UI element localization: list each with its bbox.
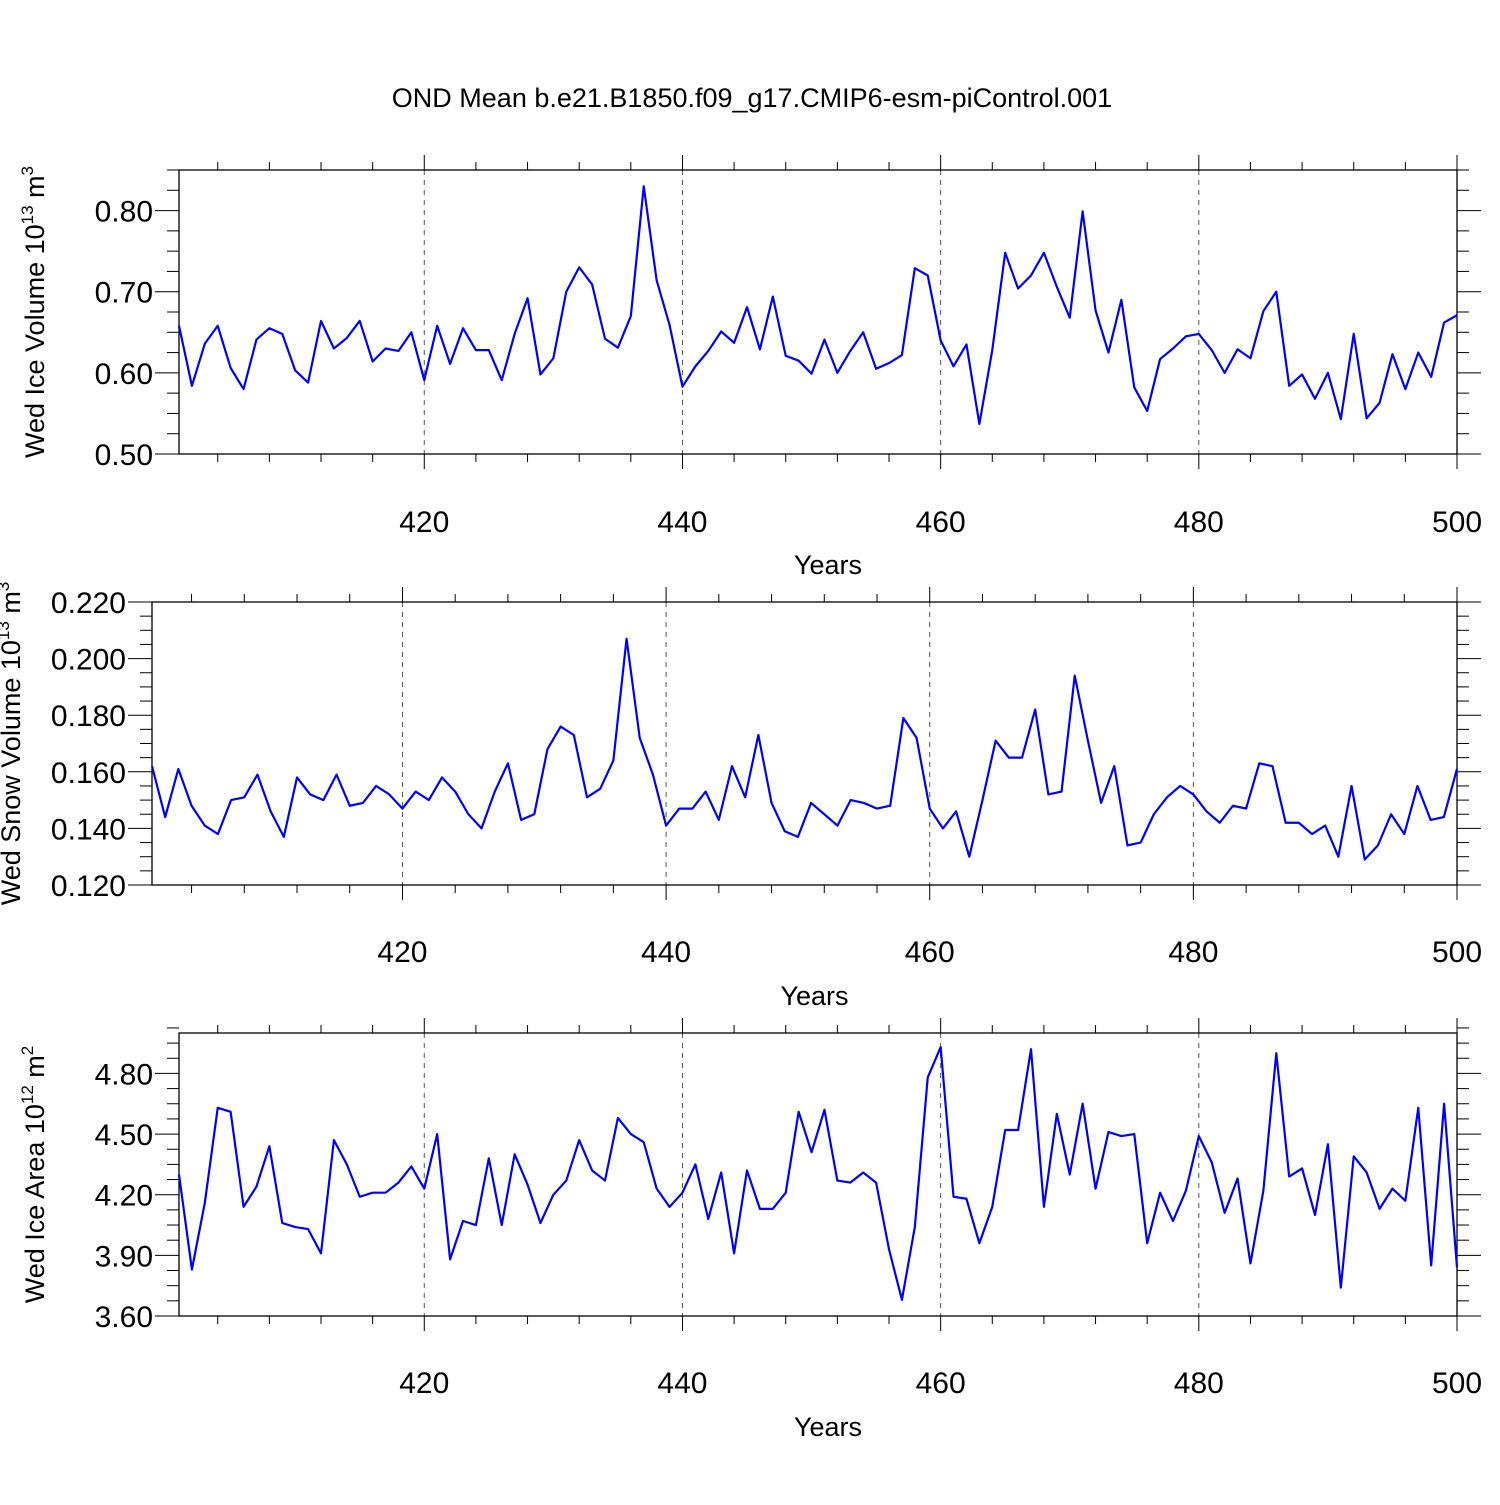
y-tick-label: 4.50 bbox=[95, 1119, 153, 1152]
series-line bbox=[179, 186, 1457, 424]
y-tick-label: 3.90 bbox=[95, 1240, 153, 1273]
x-tick-label: 500 bbox=[1432, 1367, 1482, 1400]
chart-panel-ice-area: 3.60 3.90 4.20 4.50 4.80 420 440 460 480 500 Years… bbox=[18, 1018, 1482, 1442]
x-tick-label: 460 bbox=[916, 506, 966, 539]
x-tick-label: 420 bbox=[377, 936, 427, 969]
y-tick-label: 0.160 bbox=[51, 757, 126, 790]
x-tick-label: 480 bbox=[1168, 936, 1218, 969]
y-tick-label: 0.60 bbox=[95, 358, 153, 391]
x-tick-label: 440 bbox=[657, 506, 707, 539]
x-axis-title: Years bbox=[794, 550, 862, 580]
y-tick-label: 0.180 bbox=[51, 700, 126, 733]
panels: 0.50 0.60 0.70 0.80 420 440 460 480 500 Years Wed … bbox=[0, 155, 1482, 1442]
chart-panel-ice-volume: 0.50 0.60 0.70 0.80 420 440 460 480 500 Years Wed … bbox=[18, 155, 1482, 580]
y-axis-title: Wed Ice Volume 1013 m3 bbox=[18, 166, 50, 458]
y-tick-label: 0.80 bbox=[95, 196, 153, 229]
y-tick-label: 0.220 bbox=[51, 587, 126, 620]
chart-panel-snow-volume: 0.120 0.140 0.160 0.180 0.200 0.220 420 440 460 4… bbox=[0, 582, 1482, 1011]
x-tick-label: 440 bbox=[641, 936, 691, 969]
figure-title: OND Mean b.e21.B1850.f09_g17.CMIP6-esm-p… bbox=[392, 83, 1112, 113]
plot-frame bbox=[152, 602, 1457, 885]
y-tick-label: 0.200 bbox=[51, 644, 126, 677]
series-points bbox=[152, 639, 1457, 860]
plot-frame bbox=[179, 170, 1457, 454]
y-tick-label: 0.50 bbox=[95, 439, 153, 472]
y-tick-label: 4.80 bbox=[95, 1058, 153, 1091]
x-tick-label: 440 bbox=[657, 1367, 707, 1400]
y-tick-label: 0.140 bbox=[51, 813, 126, 846]
x-tick-label: 420 bbox=[399, 506, 449, 539]
x-axis-title: Years bbox=[794, 1412, 862, 1442]
y-tick-label: 0.120 bbox=[51, 870, 126, 903]
series-line bbox=[152, 639, 1457, 860]
x-tick-label: 480 bbox=[1174, 506, 1224, 539]
x-tick-label: 460 bbox=[905, 936, 955, 969]
y-tick-label: 0.70 bbox=[95, 277, 153, 310]
series-points bbox=[179, 186, 1457, 424]
x-tick-label: 500 bbox=[1432, 506, 1482, 539]
y-axis-title: Wed Snow Volume 1013 m3 bbox=[0, 582, 26, 906]
x-tick-label: 500 bbox=[1432, 936, 1482, 969]
x-tick-label: 420 bbox=[399, 1367, 449, 1400]
y-axis-title: Wed Ice Area 1012 m2 bbox=[18, 1046, 50, 1304]
x-tick-label: 480 bbox=[1174, 1367, 1224, 1400]
y-tick-label: 4.20 bbox=[95, 1180, 153, 1213]
x-tick-label: 460 bbox=[916, 1367, 966, 1400]
series-line bbox=[179, 1047, 1457, 1300]
x-axis-title: Years bbox=[780, 981, 848, 1011]
y-tick-label: 3.60 bbox=[95, 1301, 153, 1334]
